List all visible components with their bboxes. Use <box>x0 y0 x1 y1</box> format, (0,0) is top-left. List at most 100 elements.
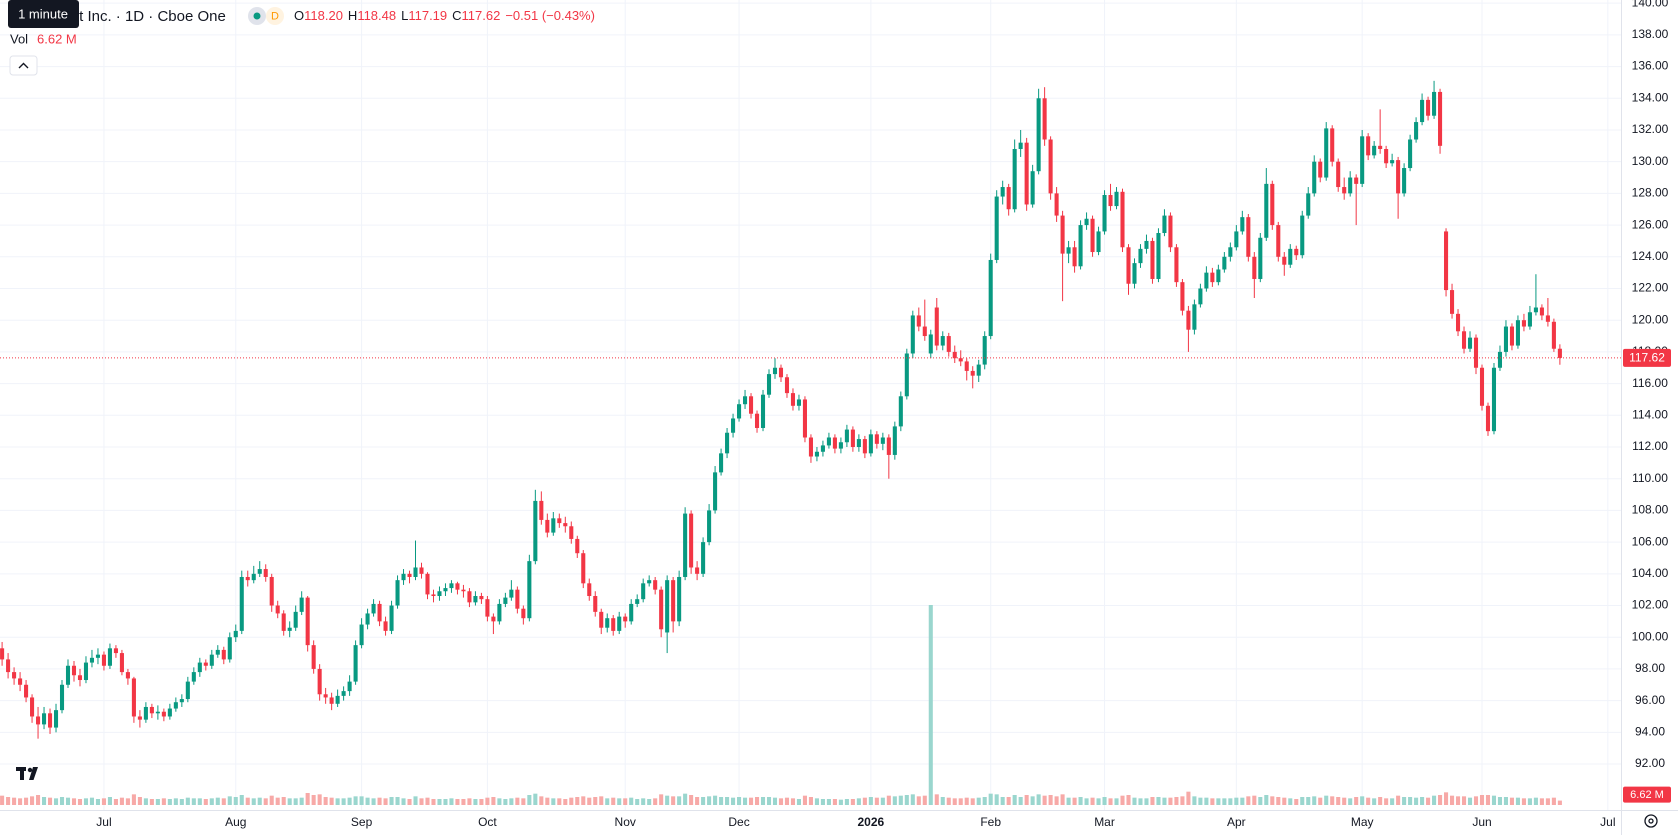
candle-body <box>251 573 256 581</box>
volume-bar <box>1461 796 1467 805</box>
volume-bar <box>910 794 915 805</box>
candle-body <box>527 561 532 619</box>
volume-bar <box>263 798 268 805</box>
candle-body <box>71 665 77 676</box>
y-tick-label: 100.00 <box>1632 629 1669 643</box>
candle-body <box>1348 177 1353 194</box>
candle-body <box>1102 194 1107 232</box>
candle-body <box>1204 272 1209 289</box>
volume-bar <box>515 797 520 805</box>
candle-body <box>479 596 484 600</box>
candle-body <box>1222 256 1227 270</box>
legend-key: C <box>452 8 461 23</box>
volume-bar <box>1270 796 1275 805</box>
candle-body <box>1258 237 1263 279</box>
legend-value: 117.62 <box>462 8 501 23</box>
candle-body <box>1473 337 1479 368</box>
candle-body <box>1240 217 1245 232</box>
volume-bar <box>1186 791 1191 805</box>
candle-body <box>964 361 969 371</box>
candle-body <box>671 580 676 622</box>
volume-bar <box>1138 798 1143 805</box>
volume-bar <box>1102 797 1107 805</box>
volume-bar <box>1126 795 1131 805</box>
volume-bar <box>545 797 550 805</box>
candle-body <box>940 336 945 346</box>
volume-bar <box>491 797 496 805</box>
volume-bar <box>719 797 724 805</box>
volume-bar <box>1342 797 1347 805</box>
ohlc-legend: O118.20 H118.48 L117.19 C117.62 −0.51 (−0.43… <box>294 8 595 23</box>
candle-body <box>743 396 748 405</box>
badge-icon[interactable] <box>266 7 284 25</box>
volume-bar <box>731 797 736 805</box>
candle-body <box>1018 142 1023 150</box>
candle-body <box>401 573 406 581</box>
candle-body <box>449 583 454 589</box>
price-pane <box>0 80 1621 739</box>
volume-bar <box>1234 797 1239 805</box>
candle-body <box>551 518 556 533</box>
volume-bar <box>113 799 118 805</box>
volume-bar <box>437 799 442 805</box>
candle-body <box>515 589 520 609</box>
volume-bar <box>1228 798 1233 805</box>
volume-bar <box>743 797 748 805</box>
volume-bar <box>6 797 11 805</box>
volume-bar <box>1018 797 1023 805</box>
volume-bar <box>814 798 819 805</box>
candle-body <box>6 659 11 673</box>
volume-bar <box>856 798 861 805</box>
candle-body <box>856 439 861 448</box>
volume-bar <box>1473 796 1479 805</box>
candle-body <box>245 576 250 581</box>
axes: 92.00 94.00 96.00 98.00 100.00 102.00 104.00 10… <box>96 0 1671 829</box>
y-tick-label: 126.00 <box>1632 217 1669 231</box>
candle-body <box>904 353 909 397</box>
volume-bar <box>179 799 184 805</box>
candle-body <box>1354 177 1359 184</box>
candle-body <box>329 697 334 704</box>
candle-body <box>365 613 370 625</box>
volume-bar <box>1078 797 1083 805</box>
volume-bar <box>1450 795 1455 805</box>
logo-part <box>20 767 24 780</box>
volume-bar <box>89 797 95 805</box>
candle-body <box>1396 160 1401 194</box>
candle-body <box>1126 247 1131 284</box>
candle-body <box>790 393 796 406</box>
volume-bar <box>425 797 430 805</box>
candle-body <box>665 580 670 633</box>
volume-bar <box>203 799 208 805</box>
candle-body <box>461 589 466 592</box>
volume-value-box <box>1623 786 1671 803</box>
candle-body <box>557 518 562 524</box>
volume-bar <box>269 795 274 805</box>
volume-bar <box>209 798 214 805</box>
volume-bar <box>1509 797 1514 805</box>
volume-bar <box>760 797 766 805</box>
x-tick-label: Oct <box>478 815 497 829</box>
candle-body <box>820 445 825 452</box>
volume-bar <box>341 798 346 805</box>
volume-bar <box>1150 797 1155 805</box>
candle-body <box>1144 240 1149 249</box>
collapse-button[interactable] <box>9 55 38 76</box>
candle-body <box>1282 256 1287 265</box>
volume-bar <box>557 798 562 805</box>
candle-body <box>1108 194 1113 207</box>
volume-bar <box>934 794 939 805</box>
volume-bar <box>185 797 190 805</box>
volume-bar <box>275 797 280 805</box>
volume-bar <box>197 798 202 805</box>
legend-change: −0.51 (−0.43%) <box>505 8 595 23</box>
volume-bar <box>1318 797 1323 805</box>
volume-bar <box>257 797 262 805</box>
candle-body <box>581 553 586 584</box>
candle-body <box>317 668 322 695</box>
settings-button[interactable] <box>1644 814 1658 828</box>
candle-body <box>868 434 873 454</box>
volume-bar <box>173 798 178 805</box>
x-tick-label: Dec <box>728 815 749 829</box>
logo[interactable] <box>16 767 38 780</box>
